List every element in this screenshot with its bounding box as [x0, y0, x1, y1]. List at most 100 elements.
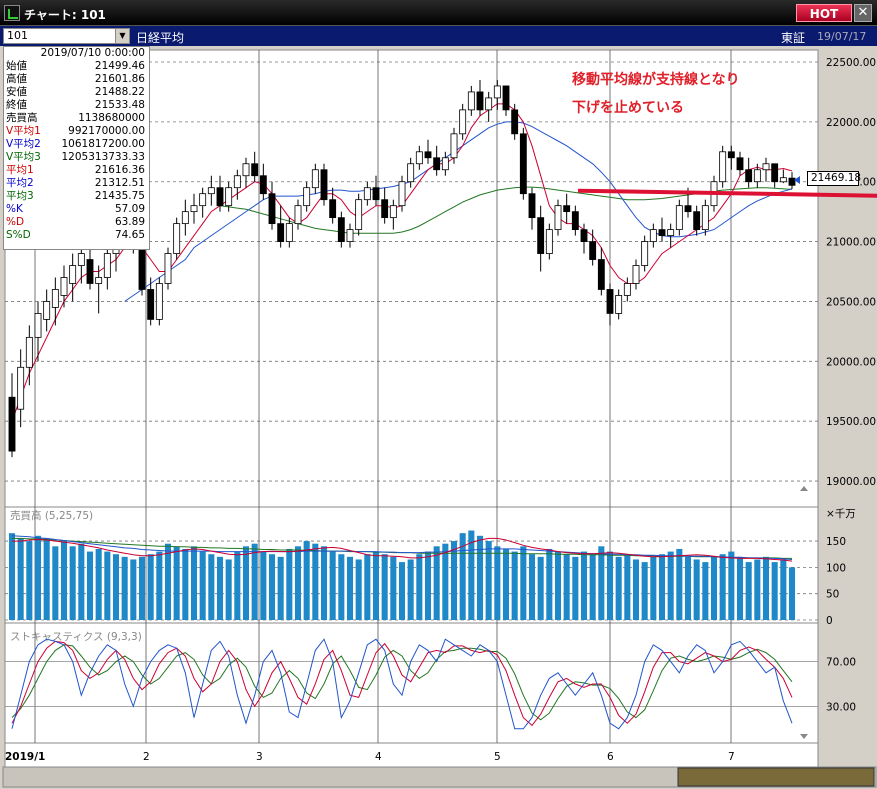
- volume-bar: [728, 551, 735, 620]
- price-tick-label: 19500.00: [826, 416, 876, 428]
- candle-body: [77, 253, 85, 266]
- volume-bar: [598, 546, 605, 620]
- volume-bar: [416, 554, 423, 620]
- hot-button[interactable]: HOT: [796, 4, 852, 22]
- volume-pane-title: 売買高 (5,25,75): [10, 509, 93, 522]
- volume-bar: [242, 546, 250, 620]
- candle-body: [25, 336, 33, 368]
- stochastic-tick-label: 30.00: [826, 701, 856, 713]
- candle-body: [216, 187, 224, 207]
- volume-bar: [754, 559, 761, 620]
- volume-bar: [390, 556, 397, 620]
- volume-bar: [208, 554, 215, 620]
- stochastic-d-line: [11, 640, 793, 727]
- chart-canvas[interactable]: 22500.0022000.0021500.0021000.0020500.00…: [0, 46, 877, 789]
- info-value: 21601.86: [94, 73, 145, 85]
- candle-body: [181, 211, 189, 225]
- candle-body: [415, 151, 423, 165]
- info-value: 21435.75: [94, 190, 145, 202]
- candle-body: [207, 187, 215, 195]
- candle-body: [389, 205, 397, 219]
- volume-bar: [450, 541, 458, 620]
- info-row: 終値 21533.48: [4, 99, 149, 112]
- candle-body: [467, 91, 475, 111]
- info-row: 売買高 1138680000: [4, 112, 149, 125]
- candle-body: [545, 229, 553, 254]
- candle-body: [762, 163, 770, 171]
- candle-body: [34, 313, 42, 338]
- price-tick-label: 20000.00: [826, 356, 876, 368]
- candle-body: [8, 396, 16, 452]
- info-value: 63.89: [114, 216, 145, 228]
- candle-body: [60, 277, 68, 296]
- volume-bar: [641, 562, 648, 620]
- candle-body: [485, 97, 493, 111]
- symbol-code-select[interactable]: 101 ▼: [3, 28, 130, 44]
- candle-body: [337, 217, 345, 242]
- time-axis-pane: [4, 742, 819, 768]
- title-bar[interactable]: チャート: 101 HOT ✕: [0, 0, 877, 26]
- volume-bar: [381, 554, 388, 620]
- candle-body: [17, 366, 25, 410]
- candle-body: [502, 85, 510, 111]
- volume-bar: [563, 554, 570, 620]
- volume-bar: [17, 538, 24, 620]
- volume-bar: [173, 546, 180, 620]
- info-value: 21616.36: [94, 164, 145, 176]
- info-row: V平均2 1061817200.00: [4, 138, 149, 151]
- volume-bar: [294, 546, 302, 620]
- info-value: 1061817200.00: [61, 138, 145, 150]
- close-icon[interactable]: ✕: [854, 4, 872, 22]
- symbol-bar: 101 ▼ 日経平均 東証 19/07/17: [0, 26, 877, 46]
- candle-body: [103, 253, 111, 278]
- volume-bar: [702, 562, 709, 620]
- candle-body: [597, 259, 605, 290]
- info-row: 安値 21488.22: [4, 86, 149, 99]
- candle-body: [398, 181, 406, 207]
- symbol-code: 101: [7, 29, 28, 42]
- price-tick-label: 19000.00: [826, 476, 876, 488]
- volume-bar: [624, 554, 631, 620]
- candle-body: [277, 223, 285, 242]
- volume-bar: [260, 551, 267, 620]
- candle-body: [190, 205, 198, 213]
- volume-bar: [788, 567, 796, 620]
- volume-bar: [780, 559, 787, 620]
- overview-scrollbar: [2, 766, 877, 788]
- candle-body: [459, 109, 467, 135]
- volume-bar: [190, 546, 198, 620]
- volume-bar: [355, 559, 362, 620]
- info-label: %D: [6, 216, 25, 228]
- chevron-down-icon[interactable]: ▼: [115, 29, 129, 43]
- candle-body: [571, 211, 579, 231]
- volume-bar: [554, 551, 562, 620]
- candle-body: [658, 229, 666, 236]
- volume-bar: [667, 551, 674, 620]
- volume-bar: [615, 556, 622, 620]
- volume-bar: [86, 551, 94, 620]
- candle-body: [493, 85, 501, 99]
- window-title: チャート: 101: [24, 8, 106, 22]
- candle-body: [433, 157, 441, 171]
- volume-bar: [338, 554, 345, 620]
- info-row: S%D 74.65: [4, 229, 149, 242]
- volume-bar: [286, 548, 293, 620]
- info-label: 売買高: [6, 112, 38, 124]
- candle-body: [164, 253, 172, 284]
- candle-body: [554, 205, 562, 231]
- volume-bar: [745, 562, 752, 620]
- volume-bar: [762, 556, 770, 620]
- time-tick-label: 4: [375, 751, 382, 763]
- volume-bar: [216, 556, 224, 620]
- candle-body: [771, 163, 779, 183]
- candle-body: [251, 163, 259, 177]
- info-row: 平均1 21616.36: [4, 164, 149, 177]
- volume-bar: [277, 556, 284, 620]
- scrollbar-thumb[interactable]: [677, 767, 875, 787]
- candle-body: [693, 211, 701, 231]
- candle-body: [719, 151, 727, 183]
- volume-bar: [156, 551, 163, 620]
- volume-bar: [546, 548, 553, 620]
- candle-body: [727, 151, 735, 159]
- candle-body: [563, 205, 571, 213]
